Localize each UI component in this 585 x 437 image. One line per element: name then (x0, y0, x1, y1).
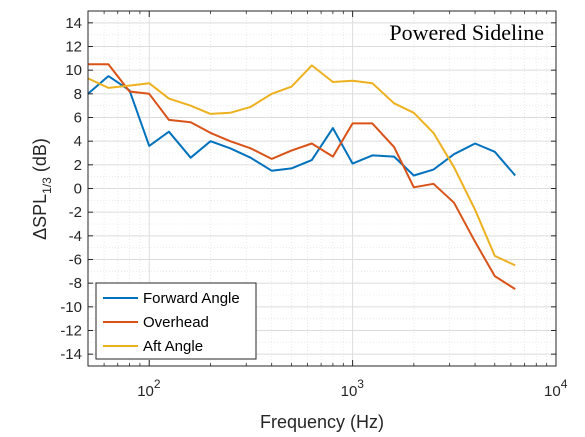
y-axis-label: ΔSPL1/3 (dB) (30, 138, 54, 240)
y-tick-label: 8 (74, 86, 82, 103)
series-line-overhead (88, 63, 516, 290)
y-tick-label: 0 (74, 181, 82, 198)
series-lines (87, 63, 516, 290)
y-tick-label: 14 (65, 15, 82, 32)
y-tick-label: -4 (69, 228, 82, 245)
y-tick-label: -14 (60, 346, 82, 363)
y-tick-label: 2 (74, 157, 82, 174)
y-tick-label: 10 (65, 62, 82, 79)
legend-label-overhead: Overhead (143, 314, 209, 331)
legend-label-forward-angle: Forward Angle (143, 290, 240, 307)
y-tick-label: 4 (74, 133, 82, 150)
y-tick-label: 6 (74, 110, 82, 127)
y-tick-labels: -14 -12 -10 -8 -6 -4 -2 0 2 4 6 8 10 12 14 (60, 15, 82, 363)
legend-label-aft-angle: Aft Angle (143, 338, 203, 355)
x-tick-labels: 102 103 104 (137, 377, 567, 400)
series-line-aft-angle (87, 64, 516, 267)
y-axis-label-subscript: 1/3 (40, 177, 54, 194)
y-tick-label: -2 (69, 204, 82, 221)
y-tick-label: -8 (69, 275, 82, 292)
y-tick-label: 12 (65, 39, 82, 56)
y-axis-label-suffix: (dB) (30, 138, 50, 177)
y-tick-label: -10 (60, 299, 82, 316)
x-tick-label: 103 (341, 377, 365, 400)
y-axis-label-prefix: ΔSPL (30, 194, 50, 240)
legend: Forward Angle Overhead Aft Angle (95, 282, 257, 360)
x-tick-label: 104 (544, 377, 568, 400)
x-tick-label: 102 (137, 377, 161, 400)
y-tick-label: -12 (60, 323, 82, 340)
chart-title: Powered Sideline (389, 20, 544, 45)
x-axis-label: Frequency (Hz) (260, 412, 384, 432)
axis-ticks (87, 11, 557, 366)
series-line-forward-angle (87, 75, 516, 177)
y-tick-label: -6 (69, 252, 82, 269)
